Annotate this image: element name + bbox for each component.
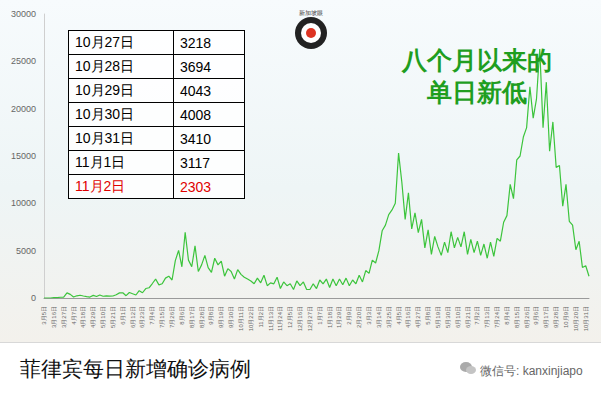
svg-text:2月20日: 2月20日: [356, 306, 362, 328]
svg-text:10000: 10000: [11, 198, 36, 208]
svg-text:11月13日: 11月13日: [268, 306, 274, 331]
svg-text:11月2日: 11月2日: [258, 306, 264, 328]
svg-text:7月26日: 7月26日: [169, 306, 175, 328]
svg-text:7月2日: 7月2日: [474, 306, 480, 325]
svg-text:1月29日: 1月29日: [336, 306, 342, 328]
svg-text:新加坡眼: 新加坡眼: [299, 9, 323, 16]
svg-text:4月29日: 4月29日: [90, 306, 96, 328]
svg-text:6月12日: 6月12日: [130, 306, 136, 328]
svg-text:11月24日: 11月24日: [277, 306, 283, 331]
svg-text:4月16日: 4月16日: [405, 306, 411, 328]
html-text:10月27日: 10月27日: [75, 33, 135, 50]
html-text:3694: 3694: [180, 58, 212, 75]
svg-text:10月22日: 10月22日: [248, 306, 254, 331]
svg-text:3月3日: 3月3日: [366, 306, 372, 325]
svg-text:12月5日: 12月5日: [287, 306, 293, 328]
svg-text:6月23日: 6月23日: [139, 306, 145, 328]
html-text:3117: 3117: [180, 154, 211, 171]
html-text:10月31日: 10月31日: [75, 129, 135, 146]
svg-text:12月27日: 12月27日: [307, 306, 313, 331]
svg-text:5000: 5000: [16, 246, 36, 256]
html-text:4008: 4008: [180, 106, 212, 123]
html-text:菲律宾每日新增确诊病例: 菲律宾每日新增确诊病例: [20, 357, 251, 380]
svg-text:9月6日: 9月6日: [533, 306, 539, 325]
svg-text:8月17日: 8月17日: [189, 306, 195, 328]
svg-text:4月18日: 4月18日: [80, 306, 86, 328]
svg-text:12月16日: 12月16日: [297, 306, 303, 331]
html-text:10月30日: 10月30日: [75, 105, 135, 122]
html-text:10月29日: 10月29日: [75, 81, 135, 98]
svg-text:6月1日: 6月1日: [120, 306, 126, 325]
svg-text:7月4日: 7月4日: [149, 306, 155, 325]
svg-text:7月13日: 7月13日: [484, 306, 490, 328]
svg-text:5月10日: 5月10日: [100, 306, 106, 328]
svg-text:2月9日: 2月9日: [346, 306, 352, 325]
html-text:微信号: kanxinjiapo: 微信号: kanxinjiapo: [480, 364, 583, 378]
svg-text:3月27日: 3月27日: [61, 306, 67, 328]
html-text:10月28日: 10月28日: [75, 57, 135, 74]
svg-text:5月30日: 5月30日: [445, 306, 451, 328]
svg-text:3月25日: 3月25日: [386, 306, 392, 328]
svg-text:8月28日: 8月28日: [199, 306, 205, 328]
svg-text:10月31日: 10月31日: [583, 306, 589, 331]
svg-text:10月11日: 10月11日: [238, 306, 244, 331]
svg-text:6月10日: 6月10日: [455, 306, 461, 328]
svg-text:9月8日: 9月8日: [208, 306, 214, 325]
svg-text:25000: 25000: [11, 56, 36, 66]
svg-text:9月17日: 9月17日: [543, 306, 549, 328]
svg-text:10月20日: 10月20日: [573, 306, 579, 331]
svg-text:30000: 30000: [11, 9, 36, 19]
svg-text:1月18日: 1月18日: [327, 306, 333, 328]
svg-text:9月28日: 9月28日: [553, 306, 559, 328]
svg-text:5月19日: 5月19日: [435, 306, 441, 328]
html-text:3410: 3410: [180, 130, 212, 147]
svg-text:4月27日: 4月27日: [415, 306, 421, 328]
html-text:八个月以来的 单日新低: 八个月以来的 单日新低: [402, 46, 552, 106]
svg-text:3月5日: 3月5日: [41, 306, 47, 325]
svg-text:1月7日: 1月7日: [317, 306, 323, 325]
svg-text:8月4日: 8月4日: [504, 306, 510, 325]
svg-text:4月5日: 4月5日: [396, 306, 402, 325]
svg-text:15000: 15000: [11, 151, 36, 161]
svg-text:3月16日: 3月16日: [51, 306, 57, 328]
svg-text:8月15日: 8月15日: [514, 306, 520, 328]
svg-text:9月19日: 9月19日: [218, 306, 224, 328]
svg-text:5月21日: 5月21日: [110, 306, 116, 328]
svg-text:8月6日: 8月6日: [179, 306, 185, 325]
svg-text:3月14日: 3月14日: [376, 306, 382, 328]
html-text:3218: 3218: [180, 34, 212, 51]
svg-text:7月24日: 7月24日: [494, 306, 500, 328]
svg-text:6月21日: 6月21日: [465, 306, 471, 328]
svg-text:10月9日: 10月9日: [563, 306, 569, 328]
html-text:11月2日: 11月2日: [75, 177, 126, 194]
svg-text:5月8日: 5月8日: [425, 306, 431, 325]
svg-text:7月15日: 7月15日: [159, 306, 165, 328]
svg-text:9月30日: 9月30日: [228, 306, 234, 328]
svg-text:20000: 20000: [11, 104, 36, 114]
svg-text:0: 0: [31, 293, 36, 303]
svg-text:4月7日: 4月7日: [71, 306, 77, 325]
html-text:2303: 2303: [180, 178, 212, 195]
html-text:11月1日: 11月1日: [75, 153, 126, 170]
html-text:4043: 4043: [180, 82, 212, 99]
svg-text:8月26日: 8月26日: [524, 306, 530, 328]
